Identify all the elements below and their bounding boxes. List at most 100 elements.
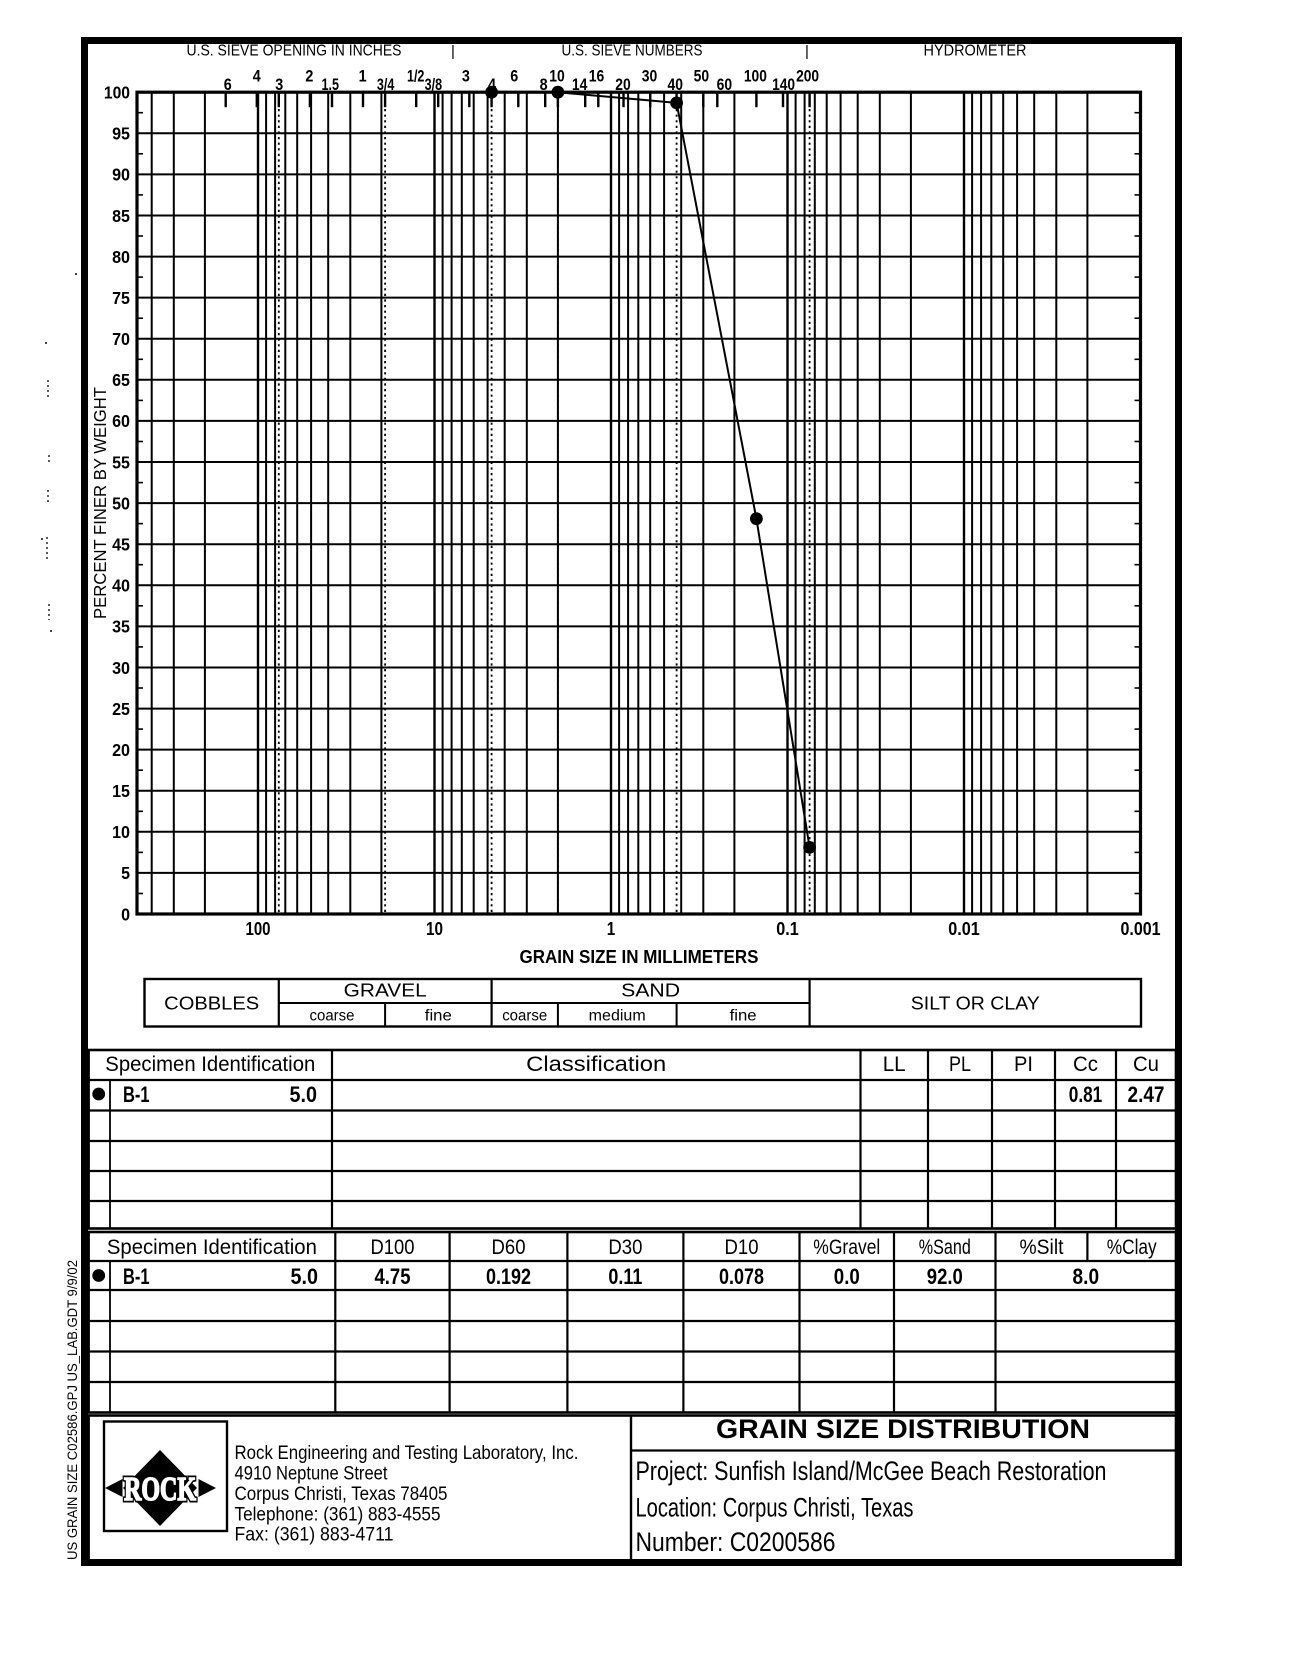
svg-text:80: 80: [112, 247, 130, 267]
svg-text:6: 6: [224, 75, 232, 94]
svg-text:4: 4: [488, 75, 496, 94]
svg-text:95: 95: [112, 124, 130, 144]
svg-text:6: 6: [510, 67, 518, 86]
svg-text:D100: D100: [371, 1236, 415, 1259]
svg-text:Rock Engineering and Testing L: Rock Engineering and Testing Laboratory,…: [235, 1442, 579, 1464]
svg-text:0.01: 0.01: [948, 919, 980, 939]
svg-text:Cu: Cu: [1133, 1053, 1159, 1076]
svg-text:50: 50: [694, 67, 710, 86]
svg-text:92.0: 92.0: [927, 1264, 963, 1289]
svg-text:25: 25: [112, 699, 130, 719]
svg-text:40: 40: [668, 75, 684, 94]
svg-text:0.1: 0.1: [776, 919, 799, 939]
svg-text:65: 65: [112, 370, 130, 390]
svg-text:4: 4: [253, 67, 261, 86]
svg-text:2.47: 2.47: [1128, 1082, 1165, 1107]
svg-text:Cc: Cc: [1073, 1053, 1098, 1076]
svg-text:%Gravel: %Gravel: [813, 1236, 880, 1259]
svg-text:10: 10: [426, 919, 443, 939]
svg-text:Number: C0200586: Number: C0200586: [636, 1527, 836, 1557]
svg-text:PL: PL: [949, 1053, 971, 1076]
svg-text:100: 100: [744, 67, 767, 86]
svg-text:1/2: 1/2: [407, 67, 425, 86]
svg-text:8: 8: [540, 75, 548, 94]
svg-text:8.0: 8.0: [1073, 1264, 1100, 1289]
svg-text:75: 75: [112, 288, 130, 308]
svg-text:U.S. SIEVE NUMBERS: U.S. SIEVE NUMBERS: [562, 43, 703, 60]
svg-text:Location: Corpus Christi, Tex: Location: Corpus Christi, Texas: [636, 1492, 914, 1522]
svg-text:20: 20: [112, 740, 130, 760]
svg-text:50: 50: [112, 493, 130, 513]
svg-text:70: 70: [112, 329, 130, 349]
svg-text:%Silt: %Silt: [1020, 1236, 1064, 1259]
svg-text:40: 40: [112, 576, 130, 596]
svg-text:90: 90: [112, 165, 130, 185]
svg-text:5.0: 5.0: [290, 1082, 318, 1107]
svg-text:coarse: coarse: [310, 1008, 355, 1025]
svg-text:0.078: 0.078: [719, 1264, 764, 1289]
svg-text:1: 1: [359, 67, 367, 86]
svg-text:|: |: [805, 43, 809, 60]
svg-text:fine: fine: [425, 1008, 452, 1025]
svg-text:200: 200: [796, 67, 819, 86]
svg-text:60: 60: [112, 411, 130, 431]
svg-text:medium: medium: [589, 1008, 646, 1025]
svg-text:35: 35: [112, 617, 130, 637]
svg-text:0.0: 0.0: [834, 1264, 860, 1289]
svg-text:GRAVEL: GRAVEL: [344, 981, 427, 1001]
svg-text:45: 45: [112, 535, 130, 555]
svg-text:0: 0: [121, 904, 130, 924]
svg-text:ROCK: ROCK: [124, 1471, 196, 1508]
svg-text:PI: PI: [1014, 1053, 1033, 1076]
svg-text:GRAIN SIZE IN MILLIMETERS: GRAIN SIZE IN MILLIMETERS: [520, 946, 759, 967]
svg-text:100: 100: [246, 919, 271, 939]
svg-text:30: 30: [112, 658, 130, 678]
svg-text:SAND: SAND: [621, 981, 680, 1001]
svg-text:3/4: 3/4: [377, 75, 395, 94]
svg-text:1: 1: [607, 919, 616, 939]
svg-text:5.0: 5.0: [291, 1264, 319, 1289]
svg-text:3: 3: [275, 75, 283, 94]
svg-text:0.192: 0.192: [486, 1264, 531, 1289]
svg-text:4.75: 4.75: [375, 1264, 411, 1289]
svg-text:B-1: B-1: [123, 1082, 150, 1107]
svg-text:D10: D10: [725, 1236, 759, 1259]
svg-text:16: 16: [589, 67, 605, 86]
svg-text:85: 85: [112, 206, 130, 226]
svg-text:2: 2: [305, 67, 313, 86]
svg-text:B-1: B-1: [123, 1264, 150, 1289]
svg-text:55: 55: [112, 452, 130, 472]
svg-text:14: 14: [572, 75, 588, 94]
svg-text:1.5: 1.5: [322, 75, 340, 94]
svg-text:GRAIN SIZE DISTRIBUTION: GRAIN SIZE DISTRIBUTION: [716, 1414, 1090, 1444]
svg-text:10: 10: [112, 822, 130, 842]
svg-text:D60: D60: [492, 1236, 526, 1259]
svg-text:COBBLES: COBBLES: [164, 994, 259, 1014]
svg-text:60: 60: [717, 75, 733, 94]
svg-text:D30: D30: [608, 1236, 642, 1259]
svg-text:U.S. SIEVE OPENING IN INCHES: U.S. SIEVE OPENING IN INCHES: [187, 43, 402, 60]
svg-text:140: 140: [772, 75, 795, 94]
svg-text:%Clay: %Clay: [1107, 1236, 1157, 1259]
svg-text:%Sand: %Sand: [919, 1236, 971, 1259]
svg-text:3: 3: [462, 67, 470, 86]
svg-text:LL: LL: [883, 1053, 906, 1076]
svg-text:Project: Sunfish Island/McGee: Project: Sunfish Island/McGee Beach Rest…: [636, 1456, 1107, 1486]
svg-text:HYDROMETER: HYDROMETER: [924, 43, 1027, 60]
svg-text:Telephone: (361) 883-4555: Telephone: (361) 883-4555: [235, 1503, 441, 1525]
svg-text:ROCK: ROCK: [124, 1471, 196, 1508]
svg-text:30: 30: [642, 67, 658, 86]
svg-text:SILT OR CLAY: SILT OR CLAY: [911, 994, 1040, 1014]
svg-text:fine: fine: [730, 1008, 757, 1025]
svg-text:Specimen Identification: Specimen Identification: [107, 1236, 317, 1259]
svg-text:US GRAIN SIZE C02586.GPJ U: US GRAIN SIZE C02586.GPJ US_LAB.GDT 9/9/…: [65, 1260, 80, 1560]
svg-text:0.81: 0.81: [1069, 1082, 1103, 1107]
svg-text:3/8: 3/8: [425, 75, 443, 94]
svg-text:coarse: coarse: [502, 1008, 547, 1025]
svg-text:|: |: [451, 43, 455, 60]
svg-text:PERCENT FINER BY WEIGHT: PERCENT FINER BY WEIGHT: [90, 387, 110, 619]
svg-text:0.11: 0.11: [608, 1264, 642, 1289]
svg-text:100: 100: [104, 83, 130, 103]
svg-text:Corpus Christi, Texas 78405: Corpus Christi, Texas 78405: [235, 1483, 448, 1505]
svg-text:15: 15: [112, 781, 130, 801]
